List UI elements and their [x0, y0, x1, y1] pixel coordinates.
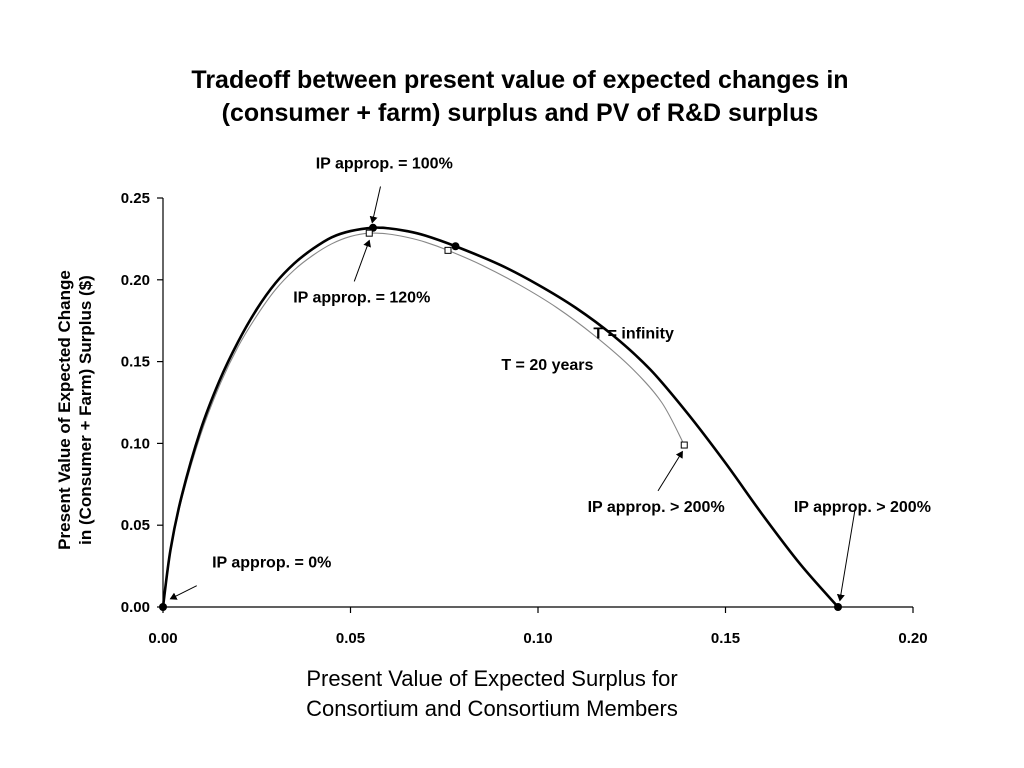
annotation-label: IP approp. = 0%: [212, 555, 331, 572]
x-tick-label: 0.05: [336, 630, 365, 647]
y-tick-label: 0.10: [121, 435, 150, 452]
annotation-label: IP approp. = 100%: [316, 156, 453, 173]
x-axis-label-line-2: Consortium and Consortium Members: [306, 696, 678, 721]
annotation-label: IP approp. = 120%: [293, 290, 430, 307]
annotation-label: T = 20 years: [501, 357, 593, 374]
annotation-arrow: [836, 510, 856, 602]
series-marker-square: [365, 229, 373, 237]
annotation-label: IP approp. > 200%: [588, 499, 725, 516]
chart-title: Tradeoff between present value of expect…: [0, 64, 1024, 130]
x-tick-label: 0.00: [148, 630, 177, 647]
series-marker-circle: [159, 603, 167, 611]
annotation-label: IP approp. > 200%: [794, 499, 931, 516]
series-marker-circle: [451, 242, 460, 251]
y-tick-label: 0.25: [121, 190, 150, 207]
chart-title-line-1: Tradeoff between present value of expect…: [191, 66, 849, 94]
x-tick-label: 0.20: [898, 630, 927, 647]
y-tick-label: 0.20: [121, 272, 150, 289]
series-marker-square: [680, 441, 688, 449]
annotation-arrow: [369, 186, 381, 224]
annotation-arrow: [657, 450, 683, 492]
x-axis-label-line-1: Present Value of Expected Surplus for: [306, 666, 678, 691]
annotation-arrow: [353, 239, 371, 282]
x-axis-label: Present Value of Expected Surplus for Co…: [192, 664, 792, 724]
y-tick-label: 0.05: [121, 517, 150, 534]
x-tick-label: 0.10: [523, 630, 552, 647]
series-line-t-infinity: [161, 226, 839, 608]
annotation-label: T = infinity: [593, 326, 674, 343]
series-line-t-20-years: [162, 232, 685, 608]
annotation-arrow: [169, 585, 197, 600]
x-tick-label: 0.15: [711, 630, 740, 647]
y-tick-label: 0.00: [121, 599, 150, 616]
chart-title-line-2: (consumer + farm) surplus and PV of R&D …: [221, 99, 819, 127]
series-marker-circle: [834, 603, 842, 611]
y-tick-label: 0.15: [121, 354, 150, 371]
series-marker-square: [444, 246, 452, 254]
